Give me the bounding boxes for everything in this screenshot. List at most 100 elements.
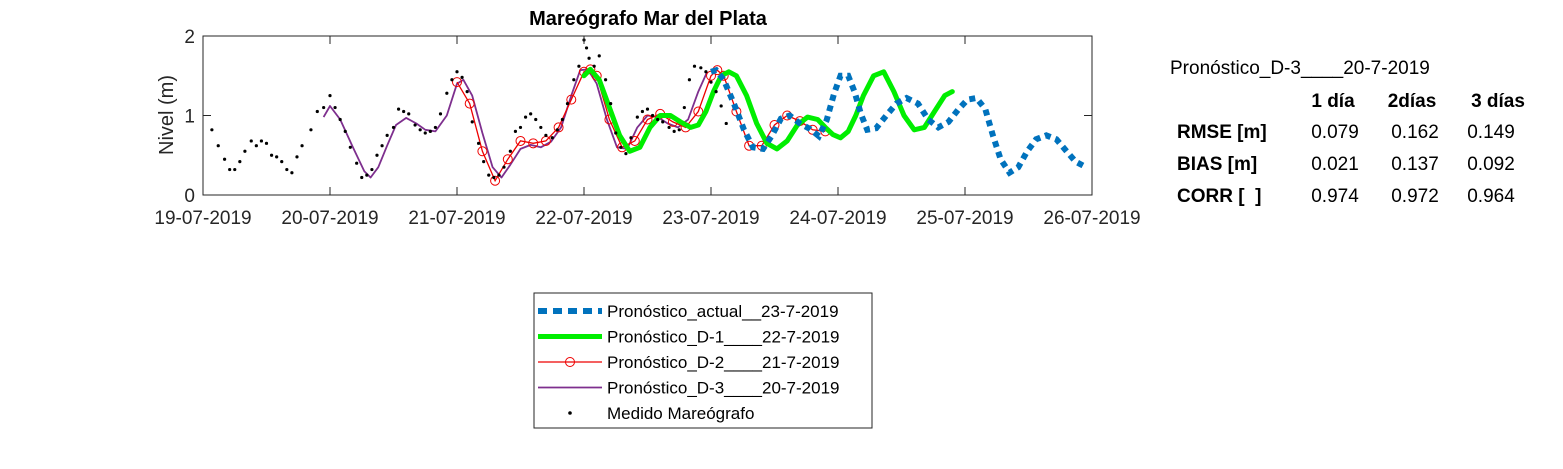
measured-point	[724, 121, 728, 126]
series-group-4	[210, 38, 728, 180]
legend-entry-0: Pronóstico_actual__23-7-2019	[538, 302, 839, 321]
series-2-point	[490, 175, 501, 186]
measured-point	[584, 46, 589, 50]
y-tick-label: 2	[184, 27, 195, 48]
measured-point	[370, 167, 374, 172]
measured-point	[465, 90, 469, 94]
measured-point	[656, 117, 660, 122]
legend-symbol	[568, 411, 572, 415]
measured-point	[692, 64, 697, 68]
series-2-point	[693, 106, 704, 117]
series-2-point	[464, 98, 475, 109]
series-2-point	[502, 154, 513, 165]
y-tick-label: 1	[184, 107, 195, 128]
series-layer	[210, 38, 1085, 186]
series-2-point	[477, 146, 488, 157]
measured-point	[360, 175, 364, 180]
x-tick-label: 21-07-2019	[408, 208, 505, 229]
measured-point	[529, 112, 533, 116]
x-tick-label: 26-07-2019	[1043, 208, 1140, 229]
measured-point	[343, 129, 347, 133]
stats-value-bias-1: 0.021	[1311, 154, 1359, 175]
measured-point	[497, 173, 501, 177]
measured-point	[539, 125, 543, 130]
measured-point	[650, 113, 655, 118]
stats-value-corr-2: 0.972	[1391, 186, 1439, 207]
measured-point	[661, 120, 665, 124]
measured-point	[315, 109, 319, 114]
stats-row-label-rmse: RMSE [m]	[1177, 122, 1267, 143]
measured-point	[645, 107, 650, 111]
stats-value-corr-1: 0.974	[1311, 186, 1359, 207]
measured-point	[365, 173, 369, 177]
measured-point	[423, 131, 427, 135]
measured-point	[508, 149, 512, 153]
measured-point	[614, 131, 618, 135]
series-group-0	[710, 66, 1085, 177]
measured-point	[269, 153, 274, 157]
measured-point	[460, 75, 464, 79]
measured-point	[375, 153, 379, 157]
measured-point	[544, 133, 548, 137]
measured-point	[222, 157, 227, 161]
measured-point	[677, 128, 681, 132]
measured-point	[687, 78, 692, 82]
series-line-3	[322, 68, 709, 179]
legend-label: Pronóstico_D-2____21-7-2019	[607, 353, 840, 372]
measured-point	[476, 141, 481, 145]
legend: Pronóstico_actual__23-7-2019 Pronóstico_D…	[533, 292, 873, 429]
measured-point	[407, 112, 411, 116]
measured-point	[550, 136, 554, 140]
measured-point	[560, 117, 565, 122]
measured-point	[280, 160, 284, 164]
x-tick-label: 19-07-2019	[154, 208, 251, 229]
x-tick-label: 20-07-2019	[281, 208, 378, 229]
stats-row-label-corr: CORR [ ]	[1177, 186, 1262, 207]
series-line-2	[456, 68, 826, 183]
stats-value-rmse-3: 0.149	[1467, 122, 1515, 143]
measured-point	[396, 107, 401, 111]
measured-point	[719, 104, 723, 108]
measured-point	[295, 155, 299, 159]
measured-point	[555, 128, 559, 132]
x-tick-label: 23-07-2019	[662, 208, 759, 229]
legend-entry-2: Pronóstico_D-2____21-7-2019	[538, 353, 840, 372]
measured-point	[216, 144, 220, 148]
measured-point	[455, 70, 459, 74]
series-2-point	[515, 135, 526, 146]
axis-layer: 19-07-2019 20-07-2019 21-07-2019 22-07-2019…	[154, 27, 1140, 229]
measured-point	[565, 101, 570, 106]
measured-point	[259, 139, 264, 143]
measured-point	[285, 167, 289, 172]
measured-point	[264, 141, 269, 145]
legend-label: Pronóstico_D-1____22-7-2019	[607, 328, 840, 347]
legend-entry-1: Pronóstico_D-1____22-7-2019	[538, 328, 840, 347]
series-group-1	[581, 66, 955, 154]
series-2-point	[553, 122, 564, 133]
measured-point	[487, 173, 491, 177]
measured-point	[238, 160, 242, 164]
measured-point	[391, 125, 396, 130]
measured-point	[513, 129, 518, 133]
measured-point	[523, 115, 528, 119]
series-line-0	[710, 66, 1085, 177]
series-line-1	[581, 66, 955, 154]
legend-label: Pronóstico_actual__23-7-2019	[607, 302, 839, 321]
stats-title: Pronóstico_D-3____20-7-2019	[1170, 58, 1430, 79]
measured-point	[290, 171, 294, 175]
measured-point	[249, 139, 253, 143]
measured-point	[428, 129, 432, 133]
series-2-point	[629, 135, 640, 146]
measured-point	[603, 78, 608, 82]
measured-point	[640, 109, 645, 114]
x-tick-label: 25-07-2019	[916, 208, 1013, 229]
legend-symbol-marker	[565, 357, 575, 367]
stats-value-rmse-1: 0.079	[1311, 122, 1359, 143]
measured-point	[413, 123, 417, 127]
measured-point	[672, 129, 676, 133]
measured-point	[629, 136, 633, 140]
measured-point	[619, 145, 623, 149]
measured-point	[450, 78, 454, 82]
stats-value-bias-2: 0.137	[1391, 154, 1439, 175]
